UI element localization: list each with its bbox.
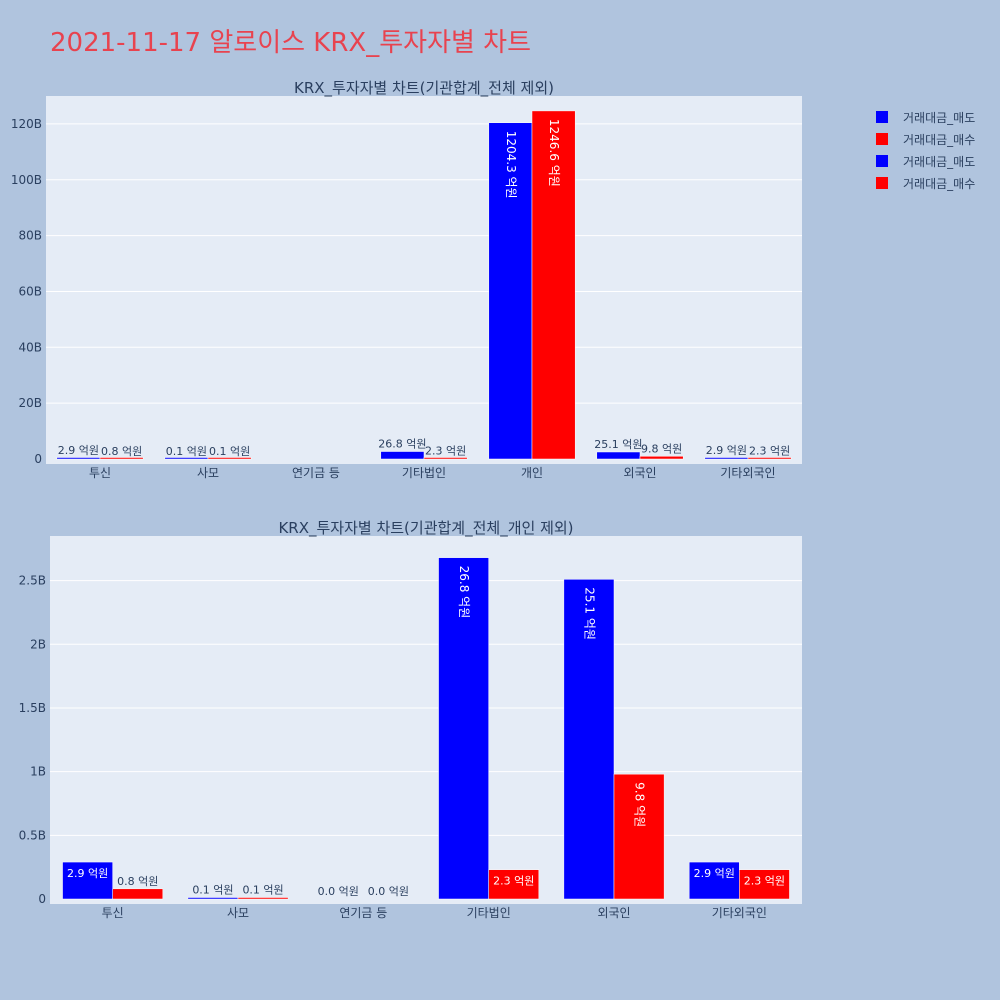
x-tick-label: 기타외국인 — [712, 906, 767, 920]
legend: 거래대금_매도 거래대금_매수 거래대금_매도 거래대금_매수 — [876, 106, 975, 194]
bar[interactable] — [531, 110, 576, 460]
data-label: 0.1 억원 — [242, 884, 283, 897]
page-title: 2021-11-17 알로이스 KRX_투자자별 차트 — [50, 28, 532, 58]
legend-item[interactable]: 거래대금_매도 — [876, 150, 975, 172]
x-tick-label: 개인 — [521, 466, 543, 480]
data-label: 1204.3 억원 — [504, 131, 518, 199]
bar[interactable] — [423, 457, 468, 460]
x-tick-label: 기타법인 — [402, 466, 446, 480]
bar[interactable] — [438, 557, 489, 900]
plot-area — [50, 536, 802, 904]
data-label: 25.1 억원 — [594, 438, 642, 451]
x-tick-label: 사모 — [197, 466, 219, 480]
bar[interactable] — [112, 888, 164, 900]
bar[interactable] — [99, 457, 144, 460]
y-tick-label: 0.5B — [19, 828, 46, 842]
data-label: 2.3 억원 — [493, 875, 534, 888]
data-label: 0.8 억원 — [101, 445, 142, 458]
chart-2: 0 0.5B 1B 1.5B 2B 2.5B KRX_투자자별 차트(기관합계_전체_개인 … — [19, 519, 802, 920]
data-label: 2.3 억원 — [744, 875, 785, 888]
data-label: 25.1 억원 — [582, 587, 596, 640]
y-tick-label: 0 — [34, 452, 42, 466]
legend-swatch — [876, 111, 888, 123]
legend-label: 거래대금_매수 — [903, 132, 976, 147]
bar[interactable] — [639, 456, 684, 460]
plot-area — [46, 96, 802, 464]
bar[interactable] — [688, 861, 740, 900]
legend-label: 거래대금_매도 — [903, 110, 976, 125]
y-tick-label: 120B — [11, 117, 42, 131]
data-label: 0.8 억원 — [117, 875, 158, 888]
data-label: 2.9 억원 — [58, 444, 99, 457]
bar[interactable] — [187, 897, 239, 900]
bar[interactable] — [747, 457, 792, 460]
x-tick-label: 외국인 — [623, 466, 656, 480]
bar[interactable] — [596, 451, 641, 460]
data-label: 0.0 억원 — [368, 885, 409, 898]
y-tick-label: 80B — [18, 229, 42, 243]
y-tick-label: 1.5B — [19, 701, 46, 715]
bar[interactable] — [488, 122, 533, 460]
legend-swatch — [876, 133, 888, 145]
y-tick-label: 100B — [11, 173, 42, 187]
y-tick-label: 2.5B — [19, 574, 46, 588]
x-tick-label: 사모 — [227, 906, 249, 920]
legend-item[interactable]: 거래대금_매수 — [876, 128, 975, 150]
data-label: 0.1 억원 — [192, 884, 233, 897]
data-label: 9.8 억원 — [633, 782, 647, 827]
legend-label: 거래대금_매도 — [903, 154, 976, 169]
y-tick-label: 60B — [18, 284, 42, 298]
bar[interactable] — [62, 861, 113, 900]
y-tick-label: 0 — [38, 892, 46, 906]
data-label: 26.8 억원 — [457, 566, 471, 619]
data-label: 2.3 억원 — [749, 444, 790, 457]
legend-item[interactable]: 거래대금_매수 — [876, 172, 975, 194]
chart-1: 0 20B 40B 60B 80B 100B 120B KRX_투자자별 차트(기관합계_전체… — [11, 79, 802, 480]
bar[interactable] — [207, 457, 252, 460]
legend-label: 거래대금_매수 — [903, 176, 976, 191]
x-tick-label: 연기금 등 — [339, 906, 387, 920]
data-label: 2.9 억원 — [706, 444, 747, 457]
data-label: 0.1 억원 — [166, 445, 207, 458]
x-tick-label: 투신 — [89, 466, 111, 480]
legend-swatch — [876, 155, 888, 167]
legend-swatch — [876, 177, 888, 189]
data-label: 9.8 억원 — [641, 442, 682, 455]
chart-title: KRX_투자자별 차트(기관합계_전체 제외) — [294, 79, 554, 98]
data-label: 2.9 억원 — [694, 867, 735, 880]
bar[interactable] — [613, 773, 665, 900]
bar[interactable] — [704, 457, 749, 460]
y-tick-label: 2B — [30, 637, 46, 651]
data-label: 2.9 억원 — [67, 867, 108, 880]
y-tick-label: 40B — [18, 340, 42, 354]
bar[interactable] — [237, 897, 289, 900]
data-label: 26.8 억원 — [378, 438, 426, 451]
bar[interactable] — [56, 457, 101, 460]
data-label: 2.3 억원 — [425, 444, 466, 457]
bar[interactable] — [739, 869, 790, 900]
bar[interactable] — [380, 451, 425, 460]
x-tick-label: 연기금 등 — [292, 466, 340, 480]
y-tick-label: 1B — [30, 765, 46, 779]
x-tick-label: 기타법인 — [467, 906, 511, 920]
chart-title: KRX_투자자별 차트(기관합계_전체_개인 제외) — [278, 519, 573, 538]
data-label: 0.1 억원 — [209, 445, 250, 458]
legend-item[interactable]: 거래대금_매도 — [876, 106, 975, 128]
data-label: 0.0 억원 — [318, 885, 359, 898]
x-tick-label: 기타외국인 — [720, 466, 775, 480]
y-tick-label: 20B — [18, 396, 42, 410]
x-tick-label: 외국인 — [597, 906, 630, 920]
bar[interactable] — [488, 869, 540, 900]
data-label: 1246.6 억원 — [547, 119, 561, 187]
x-tick-label: 투신 — [102, 906, 124, 920]
bar[interactable] — [563, 579, 615, 900]
